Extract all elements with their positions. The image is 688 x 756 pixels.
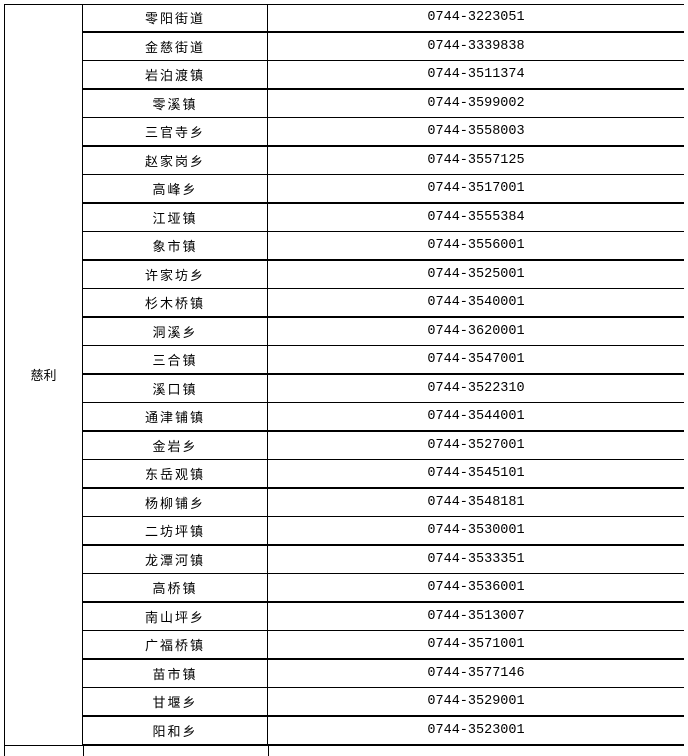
town-name-cell: 二坊坪镇: [83, 517, 268, 544]
phone-cell: 0744-3599002: [427, 95, 525, 111]
town-name-cell: 岩泊渡镇: [83, 61, 268, 88]
table-row: 象市镇 0744-3556001: [83, 232, 684, 261]
table-row: 零阳街道 0744-3223051: [83, 4, 684, 33]
phone-cell: 0744-3558003: [427, 123, 525, 139]
table-row: 零溪镇 0744-3599002: [83, 89, 684, 118]
table-row: 洞溪乡 0744-3620001: [83, 317, 684, 346]
phone-cell: 0744-3339838: [427, 38, 525, 54]
table-row: 金岩乡 0744-3527001: [83, 431, 684, 460]
phone-cell: 0744-3536001: [427, 579, 525, 595]
phone-cell: 0744-3517001: [427, 180, 525, 196]
town-name-cell: 广福桥镇: [83, 631, 268, 658]
phone-cell: 0744-3571001: [427, 636, 525, 652]
phone-cell: 0744-3577146: [427, 665, 525, 681]
phone-cell: 0744-3533351: [427, 551, 525, 567]
town-name-cell: 东岳观镇: [83, 460, 268, 487]
phone-cell: 0744-3522310: [427, 380, 525, 396]
phone-cell: 0744-3545101: [427, 465, 525, 481]
table-row: 岩泊渡镇 0744-3511374: [83, 61, 684, 90]
town-name-cell: 高峰乡: [83, 175, 268, 202]
town-name-cell: 零阳街道: [83, 4, 268, 31]
table-row: 甘堰乡 0744-3529001: [83, 688, 684, 717]
table-row: 许家坊乡 0744-3525001: [83, 260, 684, 289]
town-name-cell: 三合镇: [83, 346, 268, 373]
next-row-border: [4, 746, 5, 756]
town-name-cell: 洞溪乡: [83, 317, 268, 345]
phone-cell: 0744-3557125: [427, 152, 525, 168]
town-name-cell: 许家坊乡: [83, 260, 268, 288]
table-row: 溪口镇 0744-3522310: [83, 374, 684, 403]
phone-cell: 0744-3530001: [427, 522, 525, 538]
phone-cell: 0744-3620001: [427, 323, 525, 339]
table-row: 杨柳铺乡 0744-3548181: [83, 488, 684, 517]
phone-cell: 0744-3544001: [427, 408, 525, 424]
town-name-cell: 杨柳铺乡: [83, 488, 268, 516]
table-row: 高桥镇 0744-3536001: [83, 574, 684, 603]
town-name-cell: 阳和乡: [83, 716, 268, 744]
county-cell: 慈利: [4, 4, 83, 745]
town-name-cell: 南山坪乡: [83, 602, 268, 630]
phone-cell: 0744-3525001: [427, 266, 525, 282]
table-row: 三官寺乡 0744-3558003: [83, 118, 684, 147]
table-row: 东岳观镇 0744-3545101: [83, 460, 684, 489]
town-name-cell: 象市镇: [83, 232, 268, 259]
table-row: 高峰乡 0744-3517001: [83, 175, 684, 204]
table-row: 苗市镇 0744-3577146: [83, 659, 684, 688]
town-name-cell: 苗市镇: [83, 659, 268, 687]
next-row-border: [83, 746, 84, 756]
town-name-cell: 江垭镇: [83, 203, 268, 231]
table-row: 二坊坪镇 0744-3530001: [83, 517, 684, 546]
town-name-cell: 金慈街道: [83, 32, 268, 60]
phone-cell: 0744-3523001: [427, 722, 525, 738]
town-name-cell: 赵家岗乡: [83, 146, 268, 174]
town-name-cell: 三官寺乡: [83, 118, 268, 145]
table-row: 金慈街道 0744-3339838: [83, 32, 684, 61]
phone-cell: 0744-3529001: [427, 693, 525, 709]
next-row-border: [268, 746, 269, 756]
table-row: 南山坪乡 0744-3513007: [83, 602, 684, 631]
table-row: 江垭镇 0744-3555384: [83, 203, 684, 232]
phone-cell: 0744-3540001: [427, 294, 525, 310]
town-name-cell: 金岩乡: [83, 431, 268, 459]
phone-cell: 0744-3513007: [427, 608, 525, 624]
phone-cell: 0744-3527001: [427, 437, 525, 453]
table-row: 三合镇 0744-3547001: [83, 346, 684, 375]
town-name-cell: 高桥镇: [83, 574, 268, 601]
table-row: 阳和乡 0744-3523001: [83, 716, 684, 745]
town-name-cell: 零溪镇: [83, 89, 268, 117]
phone-cell: 0744-3548181: [427, 494, 525, 510]
table-row: 龙潭河镇 0744-3533351: [83, 545, 684, 574]
town-name-cell: 甘堰乡: [83, 688, 268, 715]
phone-cell: 0744-3223051: [427, 9, 525, 25]
table-row: 广福桥镇 0744-3571001: [83, 631, 684, 660]
table-row: 杉木桥镇 0744-3540001: [83, 289, 684, 318]
phone-cell: 0744-3555384: [427, 209, 525, 225]
table-bottom-border: [4, 745, 684, 746]
phone-cell: 0744-3511374: [427, 66, 525, 82]
town-name-cell: 溪口镇: [83, 374, 268, 402]
town-name-cell: 杉木桥镇: [83, 289, 268, 316]
town-name-cell: 通津铺镇: [83, 403, 268, 430]
town-name-cell: 龙潭河镇: [83, 545, 268, 573]
table-row: 赵家岗乡 0744-3557125: [83, 146, 684, 175]
phone-cell: 0744-3556001: [427, 237, 525, 253]
table-row: 通津铺镇 0744-3544001: [83, 403, 684, 432]
table-top-border: [4, 4, 684, 5]
phone-cell: 0744-3547001: [427, 351, 525, 367]
